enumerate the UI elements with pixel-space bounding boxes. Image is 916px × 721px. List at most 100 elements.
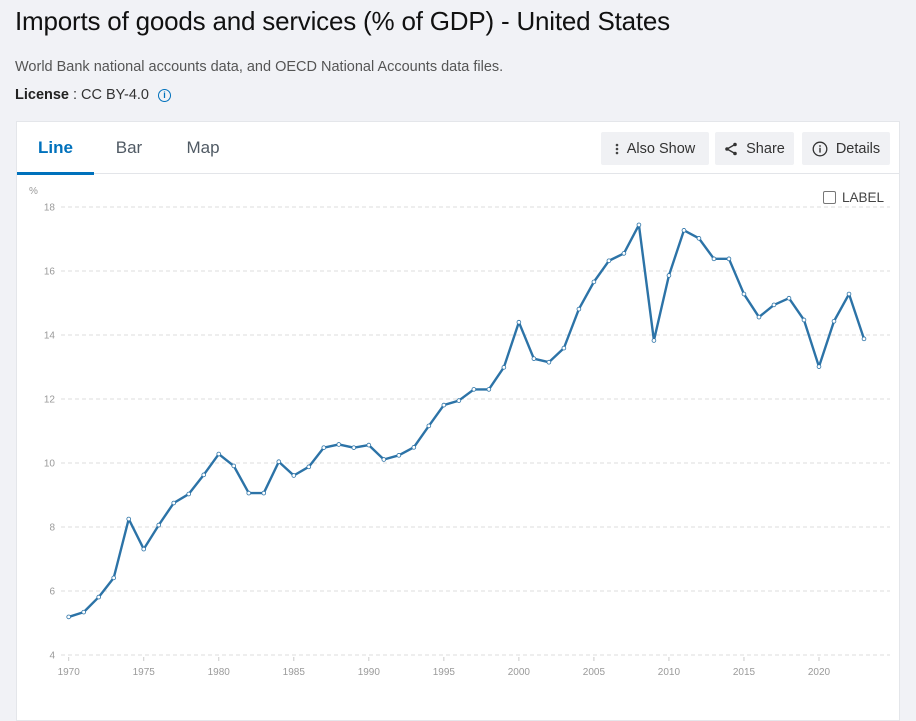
page-title: Imports of goods and services (% of GDP)… — [15, 6, 670, 36]
data-point[interactable] — [606, 258, 612, 264]
also-show-button[interactable]: Also Show — [601, 132, 709, 165]
data-point[interactable] — [441, 402, 447, 408]
line-chart: % 4 6 8 10 12 14 16 18 1970 1975 1980 1985 1990 1995 20… — [29, 186, 890, 678]
data-point[interactable] — [231, 463, 237, 469]
share-icon — [724, 142, 738, 156]
y-axis-unit-label: % — [29, 186, 38, 197]
data-point[interactable] — [396, 453, 402, 458]
label-toggle-text: LABEL — [841, 190, 884, 205]
data-point[interactable] — [321, 445, 327, 450]
data-point[interactable] — [591, 279, 597, 285]
data-point[interactable] — [126, 516, 132, 522]
details-label: Details — [835, 140, 881, 157]
y-tick-label: 16 — [44, 267, 56, 278]
data-point[interactable] — [141, 546, 147, 552]
data-point[interactable] — [846, 291, 852, 297]
data-point[interactable] — [486, 387, 492, 392]
y-tick-label: 10 — [44, 459, 56, 470]
info-icon — [812, 141, 828, 157]
tab-map[interactable]: Map — [186, 138, 220, 157]
details-button[interactable]: Details — [802, 132, 890, 165]
data-point[interactable] — [351, 445, 357, 450]
data-point[interactable] — [741, 291, 747, 297]
data-point[interactable] — [336, 442, 342, 447]
chart-tabs: Line Bar Map Also Show Share Details — [17, 122, 899, 175]
data-point[interactable] — [651, 338, 657, 343]
data-point[interactable] — [261, 490, 267, 496]
vertical-dots-icon — [615, 143, 619, 155]
license-label: License — [15, 87, 69, 103]
x-tick-label: 1970 — [58, 667, 81, 678]
series-line — [68, 223, 866, 619]
x-tick-label: 1975 — [133, 667, 156, 678]
y-tick-label: 14 — [44, 331, 56, 342]
also-show-label: Also Show — [626, 140, 696, 157]
label-checkbox[interactable] — [822, 191, 836, 204]
y-tick-label: 12 — [44, 395, 56, 406]
tab-line[interactable]: Line — [17, 122, 94, 175]
data-point[interactable] — [66, 614, 71, 620]
data-point[interactable] — [111, 575, 117, 581]
data-point[interactable] — [246, 490, 252, 496]
data-point[interactable] — [471, 387, 477, 392]
data-point[interactable] — [501, 365, 507, 370]
x-tick-label: 1985 — [283, 667, 306, 678]
data-point[interactable] — [456, 398, 462, 403]
data-point[interactable] — [96, 594, 102, 600]
info-icon[interactable]: i — [158, 88, 171, 102]
chart-card: Line Bar Map Also Show Share Details LAB… — [16, 121, 900, 721]
data-point[interactable] — [306, 464, 312, 470]
data-point[interactable] — [291, 473, 297, 478]
data-point[interactable] — [816, 364, 822, 369]
x-tick-label: 2000 — [508, 667, 531, 678]
data-point[interactable] — [681, 228, 687, 233]
license-separator: : — [73, 87, 78, 103]
data-point[interactable] — [621, 251, 627, 256]
data-point[interactable] — [201, 472, 207, 478]
data-point[interactable] — [636, 222, 642, 228]
data-point[interactable] — [171, 500, 177, 506]
license-value: CC BY-4.0 — [81, 87, 149, 103]
y-tick-label: 4 — [49, 651, 55, 662]
data-point[interactable] — [726, 256, 732, 262]
data-point[interactable] — [516, 319, 522, 325]
data-point[interactable] — [546, 359, 552, 365]
y-tick-label: 8 — [49, 523, 55, 534]
data-point[interactable] — [276, 459, 282, 465]
x-tick-label: 2005 — [583, 667, 606, 678]
data-point[interactable] — [801, 317, 807, 323]
x-tick-label: 1980 — [208, 667, 231, 678]
data-point[interactable] — [561, 345, 567, 351]
data-point[interactable] — [186, 491, 192, 497]
data-point[interactable] — [786, 295, 792, 301]
y-tick-label: 18 — [44, 203, 56, 214]
x-tick-label: 1990 — [358, 667, 381, 678]
data-point[interactable] — [711, 256, 717, 262]
data-point[interactable] — [576, 306, 582, 312]
x-tick-label: 2015 — [733, 667, 756, 678]
data-point[interactable] — [531, 356, 537, 361]
data-point[interactable] — [696, 236, 702, 241]
x-tick-label: 1995 — [433, 667, 456, 678]
data-point[interactable] — [411, 445, 417, 450]
share-button[interactable]: Share — [715, 132, 794, 165]
data-point[interactable] — [381, 457, 387, 462]
data-point[interactable] — [426, 423, 432, 429]
data-point[interactable] — [216, 451, 222, 457]
license-line: License : CC BY-4.0 i — [15, 87, 171, 103]
data-point[interactable] — [666, 273, 672, 278]
data-point[interactable] — [771, 302, 777, 308]
data-point[interactable] — [861, 336, 867, 342]
share-label: Share — [746, 140, 785, 157]
data-source: World Bank national accounts data, and O… — [15, 59, 504, 75]
data-point[interactable] — [831, 318, 837, 324]
data-point[interactable] — [81, 609, 87, 615]
data-point[interactable] — [756, 314, 762, 320]
y-tick-label: 6 — [49, 587, 55, 598]
tab-bar[interactable]: Bar — [115, 138, 143, 157]
x-tick-label: 2010 — [658, 667, 681, 678]
data-point[interactable] — [366, 442, 372, 448]
label-toggle[interactable]: LABEL — [822, 190, 884, 205]
data-point[interactable] — [156, 522, 162, 528]
x-tick-label: 2020 — [808, 667, 831, 678]
